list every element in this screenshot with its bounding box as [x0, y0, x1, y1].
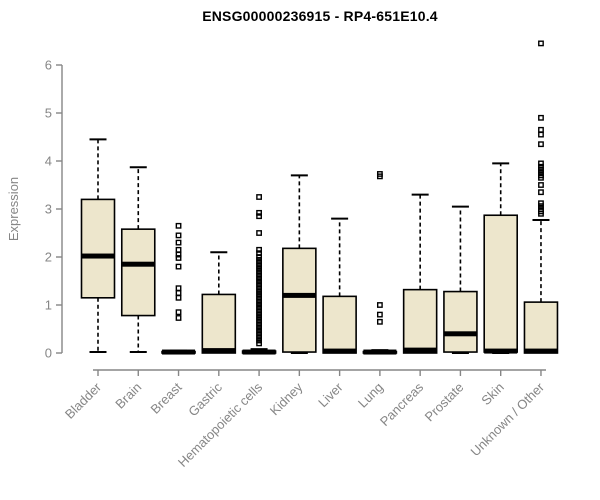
outlier-point — [175, 294, 182, 301]
y-tick-label: 1 — [45, 298, 52, 313]
y-tick-label: 0 — [45, 346, 52, 361]
outlier-point — [175, 315, 182, 321]
box-kidney — [282, 174, 317, 354]
box-prostate — [443, 205, 478, 354]
iqr-box — [483, 214, 519, 353]
outlier-point — [175, 285, 182, 292]
outlier-point — [538, 131, 544, 138]
y-tick-label: 3 — [45, 202, 52, 217]
outlier-point — [256, 194, 262, 200]
chart-title: ENSG00000236915 - RP4-651E10.4 — [202, 8, 438, 24]
y-tick-label: 4 — [45, 154, 52, 169]
outlier-point — [376, 311, 383, 318]
iqr-box — [201, 293, 237, 354]
outlier-point — [175, 255, 182, 261]
box-unknown-other — [523, 40, 559, 354]
outlier-point — [175, 251, 182, 258]
median-bar — [282, 292, 316, 298]
outlier-point — [256, 209, 262, 216]
box-lung — [362, 171, 398, 355]
x-tick-label: Breast — [147, 379, 184, 416]
outlier-point — [376, 302, 383, 308]
outlier-point — [538, 40, 544, 47]
median-bar — [242, 349, 276, 355]
box-pancreas — [402, 193, 438, 354]
box-gastric — [201, 251, 237, 354]
x-tick-label: Skin — [478, 380, 506, 408]
outlier-point — [175, 222, 182, 229]
outlier-point — [538, 210, 544, 217]
x-tick-label: Kidney — [267, 379, 306, 418]
x-tick-label: Brain — [112, 380, 144, 412]
iqr-box — [322, 295, 357, 354]
y-tick-label: 6 — [45, 58, 52, 73]
median-bar — [363, 349, 397, 355]
outlier-point — [538, 189, 544, 196]
x-tick-label: Prostate — [422, 380, 467, 425]
median-bar — [403, 347, 437, 353]
outlier-point — [175, 263, 182, 270]
box-liver — [322, 217, 357, 354]
outlier-point — [376, 318, 383, 325]
y-tick-label: 5 — [45, 106, 52, 121]
box-bladder — [80, 138, 116, 354]
outlier-point — [256, 230, 262, 236]
outlier-point — [256, 213, 262, 220]
x-tick-label: Liver — [315, 379, 346, 410]
outlier-point — [175, 239, 182, 246]
box-brain — [120, 166, 156, 354]
median-bar — [524, 348, 558, 354]
outlier-point — [175, 309, 182, 316]
median-bar — [81, 253, 115, 259]
outlier-point — [538, 126, 544, 133]
iqr-box — [120, 228, 156, 317]
median-bar — [202, 348, 236, 354]
median-bar — [162, 349, 196, 355]
iqr-box — [443, 290, 478, 353]
iqr-box — [402, 288, 438, 354]
outlier-point — [175, 290, 182, 296]
box-skin — [483, 162, 519, 354]
x-tick-label: Lung — [355, 380, 386, 411]
outlier-point — [538, 174, 544, 181]
iqr-box — [282, 247, 317, 353]
median-bar — [323, 348, 357, 354]
box-breast — [161, 222, 196, 355]
outlier-point — [538, 141, 544, 148]
median-bar — [484, 348, 518, 354]
y-tick-label: 2 — [45, 250, 52, 265]
outlier-point — [175, 232, 182, 239]
outlier-point — [256, 250, 262, 257]
x-tick-label: Gastric — [185, 379, 225, 419]
outlier-point — [538, 160, 544, 167]
outlier-point — [175, 246, 182, 253]
box-hematopoietic-cells — [241, 194, 277, 355]
x-tick-label: Unknown / Other — [468, 379, 548, 459]
y-axis: 0 1 2 3 4 5 6 — [45, 58, 63, 361]
x-tick-label: Bladder — [62, 379, 105, 422]
x-tick-label: Pancreas — [377, 379, 427, 429]
outlier-point — [256, 246, 262, 253]
outlier-point — [538, 114, 544, 121]
iqr-box — [523, 301, 559, 354]
median-bar — [121, 261, 155, 267]
outlier-point — [376, 173, 383, 180]
outlier-point — [538, 182, 544, 188]
median-bar — [443, 331, 477, 337]
iqr-box — [80, 198, 116, 299]
